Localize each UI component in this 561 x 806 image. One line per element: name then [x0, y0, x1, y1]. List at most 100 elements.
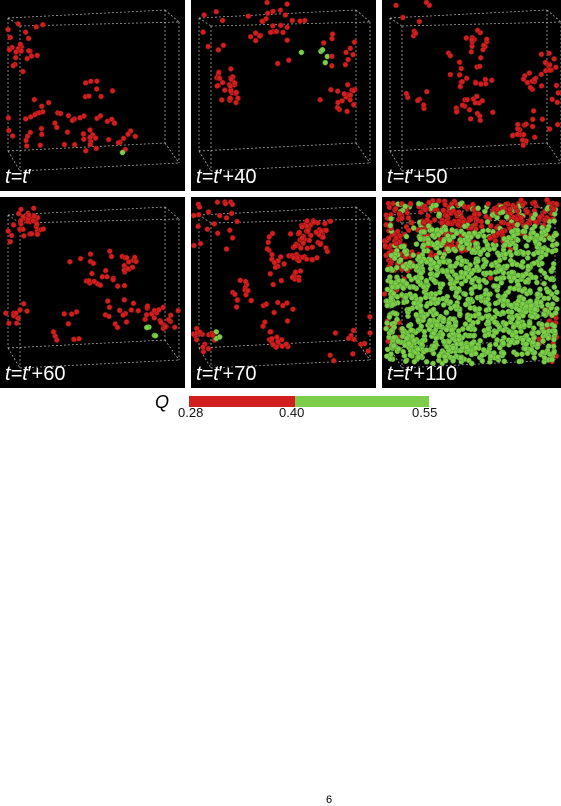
- particles: [5, 21, 139, 156]
- crystalline-particle: [440, 258, 447, 265]
- crystalline-particle: [519, 351, 525, 358]
- liquid-particle: [233, 304, 240, 310]
- liquid-particle: [320, 40, 327, 46]
- box-edge: [19, 359, 180, 369]
- liquid-particle: [214, 199, 221, 206]
- liquid-particle: [175, 307, 181, 314]
- crystalline-particle: [430, 330, 437, 337]
- liquid-particle: [479, 97, 486, 104]
- liquid-particle: [201, 12, 207, 18]
- liquid-particle: [77, 114, 83, 121]
- liquid-particle: [130, 300, 137, 307]
- liquid-particle: [231, 79, 238, 86]
- crystalline-particle: [551, 284, 558, 290]
- liquid-particle: [87, 127, 93, 133]
- panel-t60: t=t′+60: [0, 197, 185, 388]
- crystalline-particle: [538, 321, 545, 328]
- liquid-particle: [165, 316, 172, 323]
- liquid-particle: [32, 111, 38, 118]
- liquid-particle: [264, 10, 271, 17]
- liquid-particle: [99, 273, 106, 280]
- crystalline-particle: [534, 291, 541, 297]
- liquid-particle: [93, 86, 100, 92]
- crystalline-particle: [395, 338, 401, 345]
- crystalline-particle: [483, 270, 490, 277]
- liquid-particle: [219, 17, 226, 24]
- liquid-particle: [468, 224, 474, 231]
- liquid-particle: [529, 123, 536, 130]
- liquid-particle: [284, 1, 290, 7]
- liquid-particle: [546, 126, 553, 132]
- crystalline-particle: [491, 319, 498, 325]
- liquid-particle: [229, 201, 236, 208]
- crystalline-particle: [470, 247, 477, 254]
- crystalline-particle: [508, 269, 515, 276]
- particles: [393, 0, 561, 149]
- crystalline-particle: [485, 313, 491, 320]
- liquid-particle: [57, 110, 64, 117]
- crystalline-particle: [496, 344, 503, 351]
- particle-scene: [198, 0, 371, 172]
- box-edge: [389, 17, 403, 27]
- liquid-particle: [345, 335, 352, 342]
- crystalline-particle: [452, 322, 459, 329]
- liquid-particle: [453, 109, 460, 115]
- crystalline-particle: [426, 326, 433, 333]
- liquid-particle: [71, 336, 77, 343]
- crystalline-particle: [475, 205, 481, 212]
- crystalline-particle: [465, 296, 471, 303]
- crystalline-particle: [481, 233, 487, 240]
- liquid-particle: [409, 219, 415, 226]
- liquid-particle: [252, 30, 259, 36]
- liquid-particle: [302, 17, 308, 24]
- liquid-particle: [31, 213, 38, 219]
- crystalline-particle: [430, 360, 436, 367]
- liquid-particle: [15, 21, 22, 27]
- liquid-particle: [252, 37, 259, 44]
- liquid-particle: [523, 121, 530, 127]
- liquid-particle: [91, 278, 98, 285]
- crystalline-particle: [552, 310, 559, 316]
- crystalline-particle: [516, 307, 523, 313]
- crystalline-particle: [483, 258, 489, 265]
- liquid-particle: [106, 304, 113, 311]
- liquid-particle: [299, 224, 305, 230]
- crystalline-particle: [446, 320, 452, 327]
- crystalline-particle: [216, 334, 223, 340]
- liquid-particle: [555, 90, 561, 96]
- crystalline-particle: [388, 294, 395, 301]
- liquid-particle: [13, 310, 19, 317]
- crystalline-particle: [420, 242, 427, 248]
- liquid-particle: [538, 51, 545, 58]
- crystalline-particle: [434, 263, 441, 270]
- crystalline-particle: [384, 286, 391, 293]
- liquid-particle: [382, 242, 389, 249]
- liquid-particle: [200, 344, 206, 350]
- crystalline-particle: [458, 245, 465, 252]
- liquid-particle: [5, 127, 12, 134]
- liquid-particle: [213, 8, 220, 15]
- liquid-particle: [39, 108, 46, 115]
- crystalline-particle: [530, 229, 537, 236]
- liquid-particle: [214, 83, 220, 89]
- crystalline-particle: [481, 277, 487, 284]
- liquid-particle: [87, 141, 94, 148]
- crystalline-particle: [450, 233, 457, 240]
- crystalline-particle: [468, 360, 475, 367]
- liquid-particle: [28, 230, 35, 237]
- crystalline-particle: [433, 310, 440, 317]
- crystalline-particle: [553, 296, 560, 303]
- liquid-particle: [536, 214, 543, 221]
- crystalline-particle: [510, 232, 517, 239]
- liquid-particle: [104, 298, 111, 304]
- crystalline-particle: [547, 276, 554, 282]
- box-edge: [198, 142, 357, 152]
- crystalline-particle: [525, 263, 531, 270]
- crystalline-particle: [532, 238, 539, 245]
- liquid-particle: [342, 61, 349, 68]
- liquid-particle: [80, 131, 87, 137]
- crystalline-particle: [539, 260, 545, 267]
- crystalline-particle: [459, 258, 466, 264]
- box-edge: [389, 9, 548, 19]
- liquid-particle: [519, 137, 526, 143]
